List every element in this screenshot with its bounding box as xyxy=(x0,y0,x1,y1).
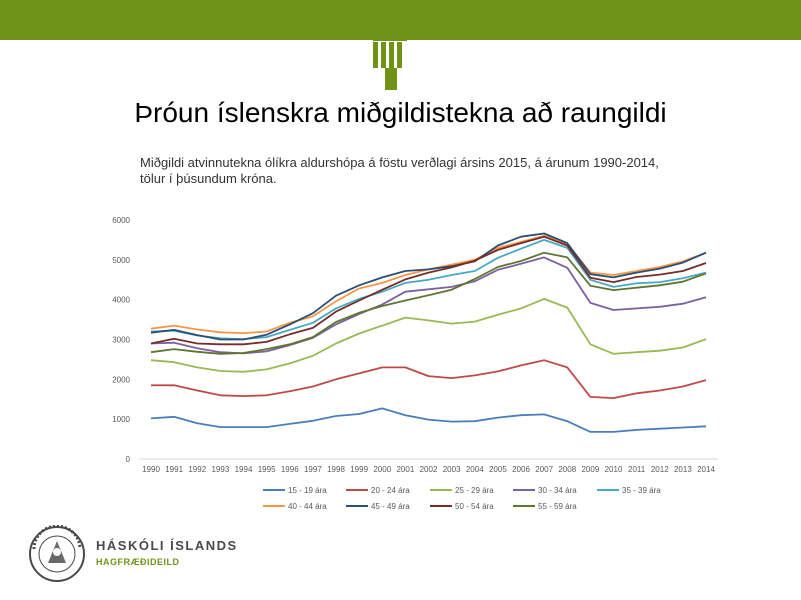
subtitle-line-2: tölur í þúsundum króna. xyxy=(140,171,277,186)
x-tick-label: 2013 xyxy=(674,465,692,474)
x-tick-label: 2014 xyxy=(697,465,715,474)
x-tick-label: 1993 xyxy=(211,465,229,474)
x-tick-label: 2003 xyxy=(443,465,461,474)
x-tick-label: 1998 xyxy=(327,465,345,474)
subtitle-line-1: Miðgildi atvinnutekna ólíkra aldurshópa … xyxy=(140,155,659,170)
x-tick-label: 1991 xyxy=(165,465,183,474)
series-line xyxy=(151,359,707,400)
x-tick-label: 2012 xyxy=(651,465,669,474)
legend-label: 30 - 34 ára xyxy=(538,486,577,495)
x-tick-label: 1994 xyxy=(235,465,253,474)
series-line xyxy=(150,235,707,346)
y-tick-label: 0 xyxy=(126,455,131,464)
y-tick-label: 5000 xyxy=(112,256,130,265)
series-line xyxy=(150,407,707,433)
x-tick-label: 2005 xyxy=(489,465,507,474)
x-tick-label: 2008 xyxy=(558,465,576,474)
department-name: HAGFRÆÐIDEILD xyxy=(96,557,180,567)
x-tick-label: 2002 xyxy=(420,465,438,474)
x-tick-label: 2010 xyxy=(605,465,623,474)
x-tick-label: 1997 xyxy=(304,465,322,474)
x-tick-label: 2001 xyxy=(396,465,414,474)
series-line xyxy=(150,298,707,373)
legend-label: 50 - 54 ára xyxy=(455,502,494,511)
income-line-chart: 0 1000 2000 3000 4000 5000 6000 1990 1991 1992 199… xyxy=(112,216,718,511)
legend-label: 25 - 29 ára xyxy=(455,486,494,495)
x-tick-label: 1999 xyxy=(350,465,368,474)
y-tick-label: 2000 xyxy=(112,375,130,384)
university-name: HÁSKÓLI ÍSLANDS xyxy=(96,538,238,553)
series-line xyxy=(150,234,707,335)
x-tick-label: 2004 xyxy=(466,465,484,474)
page-title: Þróun íslenskra miðgildistekna að raungi… xyxy=(134,97,667,128)
series-line xyxy=(150,251,707,355)
legend-label: 45 - 49 ára xyxy=(371,502,410,511)
university-seal-icon xyxy=(29,525,85,582)
y-tick-label: 1000 xyxy=(112,415,130,424)
y-tick-label: 4000 xyxy=(112,296,130,305)
x-tick-label: 2000 xyxy=(373,465,391,474)
x-tick-label: 2011 xyxy=(628,465,646,474)
x-tick-label: 2007 xyxy=(535,465,553,474)
university-pillars-icon xyxy=(363,24,417,90)
legend-label: 15 - 19 ára xyxy=(288,486,327,495)
series-line xyxy=(150,232,707,341)
x-tick-label: 1995 xyxy=(258,465,276,474)
legend-label: 20 - 24 ára xyxy=(371,486,410,495)
y-tick-label: 6000 xyxy=(112,216,130,225)
chart-subtitle: Miðgildi atvinnutekna ólíkra aldurshópa … xyxy=(140,155,740,187)
x-tick-label: 2009 xyxy=(581,465,599,474)
x-tick-label: 1990 xyxy=(142,465,160,474)
x-tick-label: 1996 xyxy=(281,465,299,474)
legend-label: 35 - 39 ára xyxy=(622,486,661,495)
y-tick-label: 3000 xyxy=(112,336,130,345)
x-tick-label: 2006 xyxy=(512,465,530,474)
x-tick-label: 1992 xyxy=(188,465,206,474)
legend-label: 55 - 59 ára xyxy=(538,502,577,511)
legend-label: 40 - 44 ára xyxy=(288,502,327,511)
